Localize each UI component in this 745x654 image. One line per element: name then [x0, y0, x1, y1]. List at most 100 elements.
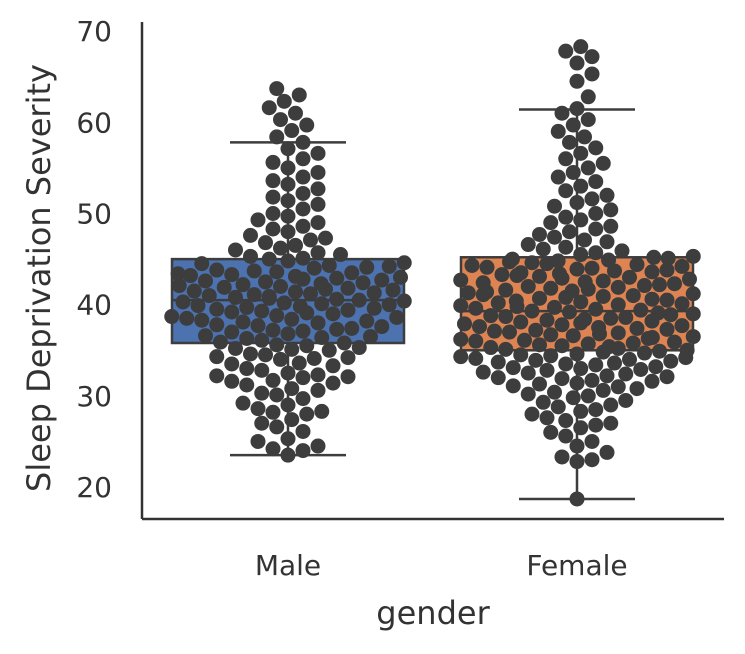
data-point — [326, 306, 341, 321]
data-point — [588, 418, 603, 433]
data-point — [209, 263, 224, 278]
data-point — [269, 337, 284, 352]
data-point — [209, 317, 224, 332]
data-point — [228, 341, 243, 356]
data-point — [311, 315, 326, 330]
data-point — [258, 274, 273, 289]
data-point — [266, 441, 281, 456]
data-point — [615, 243, 630, 258]
data-point — [281, 160, 296, 175]
data-point — [341, 303, 356, 318]
data-point — [558, 356, 573, 371]
data-point — [281, 193, 296, 208]
data-point — [618, 367, 633, 382]
data-point — [254, 304, 269, 319]
data-point — [630, 381, 645, 396]
data-point — [532, 377, 547, 392]
data-point — [243, 228, 258, 243]
data-point — [543, 348, 558, 363]
data-point — [660, 293, 675, 308]
data-point — [498, 283, 513, 298]
data-point — [646, 250, 661, 265]
data-point — [318, 231, 333, 246]
data-point — [292, 87, 307, 102]
data-point — [558, 151, 573, 166]
data-point — [273, 112, 288, 127]
data-point — [607, 356, 622, 371]
data-point — [506, 378, 521, 393]
data-point — [363, 329, 378, 344]
data-point — [667, 276, 682, 291]
data-point — [480, 260, 495, 275]
data-point — [630, 321, 645, 336]
data-point — [209, 368, 224, 383]
data-point — [273, 279, 288, 294]
data-point — [224, 267, 239, 282]
data-point — [573, 212, 588, 227]
data-point — [266, 323, 281, 338]
data-point — [311, 215, 326, 230]
data-point — [633, 362, 648, 377]
data-point — [645, 264, 660, 279]
data-point — [562, 135, 577, 150]
data-point — [555, 317, 570, 332]
data-point — [578, 274, 593, 289]
data-point — [273, 352, 288, 367]
data-point — [491, 295, 506, 310]
data-point — [224, 374, 239, 389]
data-point — [224, 325, 239, 340]
data-point — [611, 379, 626, 394]
data-point — [558, 183, 573, 198]
data-point — [540, 410, 555, 425]
data-point — [266, 190, 281, 205]
data-point — [525, 407, 540, 422]
data-point — [588, 245, 603, 260]
data-point — [660, 322, 675, 337]
data-point — [344, 265, 359, 280]
data-point — [570, 376, 585, 391]
data-point — [603, 416, 618, 431]
data-point — [296, 443, 311, 458]
data-point — [551, 399, 566, 414]
data-point — [209, 349, 224, 364]
data-point — [236, 277, 251, 292]
data-point — [558, 210, 573, 225]
data-point — [296, 324, 311, 339]
data-point — [573, 404, 588, 419]
data-point — [680, 343, 695, 358]
data-point — [281, 431, 296, 446]
data-point — [686, 249, 701, 264]
y-tick-label: 50 — [76, 198, 112, 231]
data-point — [453, 349, 468, 364]
data-point — [517, 333, 532, 348]
data-point — [209, 302, 224, 317]
data-point — [513, 315, 528, 330]
data-point — [284, 312, 299, 327]
data-point — [251, 212, 266, 227]
data-point — [585, 373, 600, 388]
data-point — [577, 312, 592, 327]
data-point — [314, 404, 329, 419]
data-point — [570, 491, 585, 506]
data-point — [224, 356, 239, 371]
data-point — [281, 398, 296, 413]
data-point — [675, 318, 690, 333]
data-point — [367, 285, 382, 300]
data-point — [269, 81, 284, 96]
data-point — [258, 235, 273, 250]
data-point — [296, 201, 311, 216]
data-point — [288, 106, 303, 121]
data-point — [281, 366, 296, 381]
data-point — [551, 253, 566, 268]
data-point — [645, 292, 660, 307]
data-point — [236, 315, 251, 330]
data-point — [266, 173, 281, 188]
data-point — [573, 420, 588, 435]
data-point — [675, 259, 690, 274]
data-point — [329, 292, 344, 307]
data-point — [239, 361, 254, 376]
data-point — [551, 124, 566, 139]
data-point — [661, 251, 676, 266]
data-point — [337, 335, 352, 350]
